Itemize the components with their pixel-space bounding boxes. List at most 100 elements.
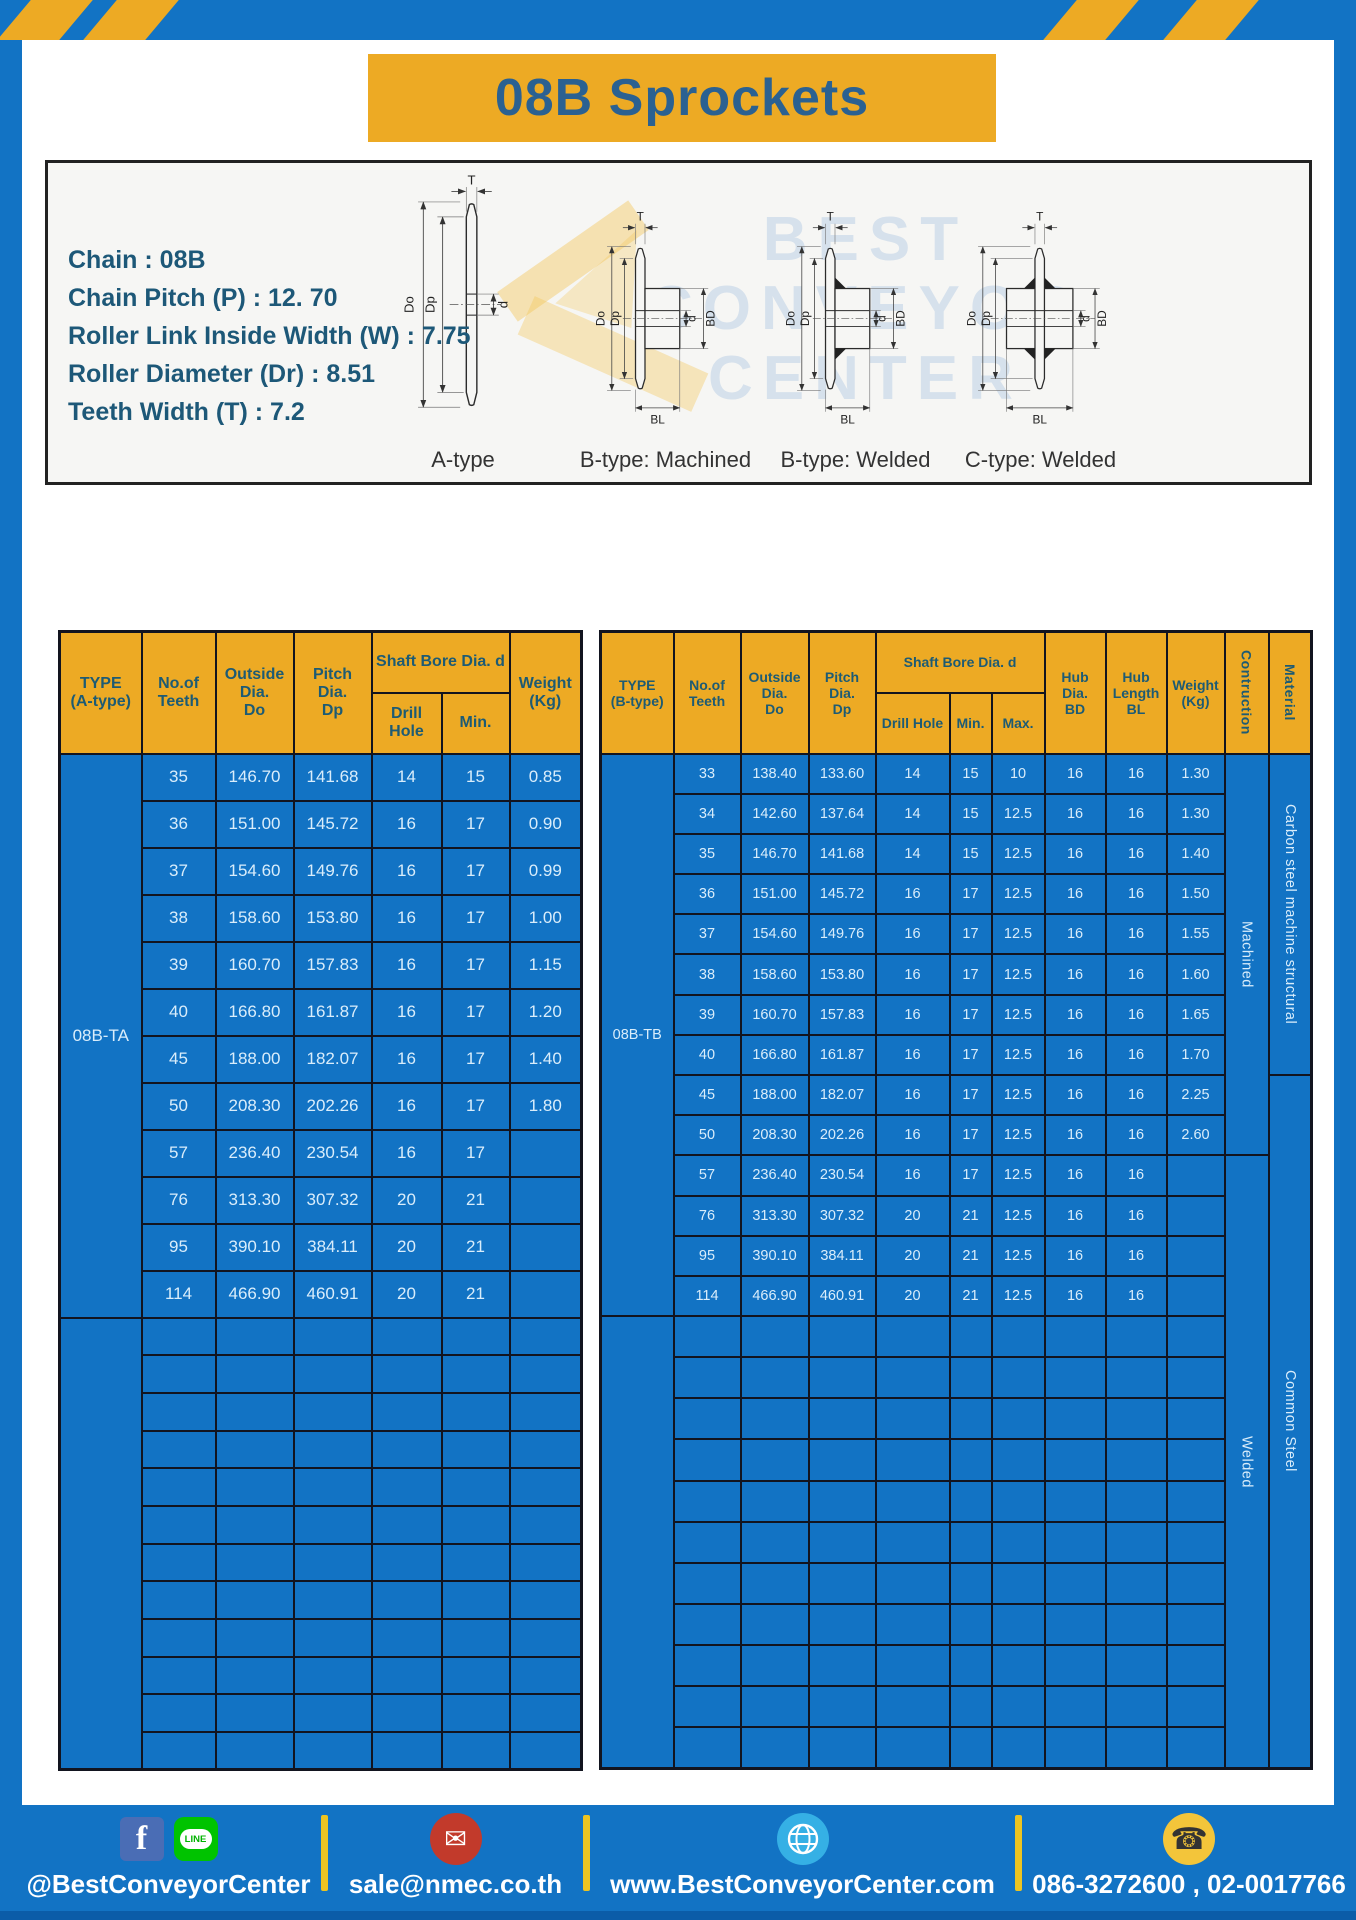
cell-outside-dia <box>214 1618 295 1658</box>
cell-teeth <box>672 1520 742 1564</box>
cell-pitch-dia: 145.72 <box>292 799 373 849</box>
cell-weight <box>508 1269 583 1319</box>
cell-weight: 1.40 <box>508 1034 583 1084</box>
cell-drill-hole: 16 <box>874 1033 951 1077</box>
cell-max: 12.5 <box>990 993 1046 1036</box>
footer-website: www.BestConveyorCenter.com <box>610 1869 995 1899</box>
watermark-line: BEST <box>762 205 969 274</box>
cell-max: 12.5 <box>990 792 1046 835</box>
cell-teeth: 40 <box>672 1033 742 1077</box>
table-row: 36 151.00 145.72 16 17 0.90 <box>60 799 583 849</box>
cell-weight <box>508 1467 583 1507</box>
cell-outside-dia <box>739 1479 810 1523</box>
cell-min: 21 <box>948 1274 993 1318</box>
cell-weight <box>508 1693 583 1734</box>
footer-social-section: f LINE @BestConveyorCenter <box>16 1805 321 1920</box>
cell-teeth: 37 <box>672 913 742 956</box>
cell-min <box>948 1315 993 1359</box>
cell-teeth: 57 <box>140 1128 217 1178</box>
cell-max <box>990 1356 1046 1400</box>
cell-weight: 1.70 <box>1165 1033 1226 1077</box>
weld-fillet <box>1044 277 1056 289</box>
table-row <box>60 1618 583 1658</box>
cell-drill-hole: 16 <box>370 987 443 1037</box>
sprocket-table-b-type: TYPE (B-type) No.of Teeth Outside Dia. D… <box>599 630 1314 1770</box>
cell-pitch-dia <box>807 1520 877 1564</box>
cell-pitch-dia: 153.80 <box>807 953 877 996</box>
cell-pitch-dia: 307.32 <box>292 1175 373 1225</box>
cell-weight <box>1165 1561 1226 1605</box>
cell-drill-hole: 16 <box>370 1081 443 1131</box>
cell-min <box>948 1643 993 1687</box>
cell-weight: 1.65 <box>1165 993 1226 1036</box>
cell-weight <box>508 1175 583 1225</box>
dim-label-bl: BL <box>1033 413 1048 427</box>
cell-weight <box>508 1618 583 1658</box>
cell-teeth: 45 <box>140 1034 217 1084</box>
cell-outside-dia: 158.60 <box>739 953 810 996</box>
cell-pitch-dia: 384.11 <box>292 1222 373 1272</box>
cell-weight: 1.40 <box>1165 832 1226 876</box>
cell-min: 21 <box>440 1269 511 1319</box>
cell-outside-dia <box>214 1467 295 1507</box>
cell-weight: 2.25 <box>1165 1073 1226 1117</box>
cell-teeth <box>140 1693 217 1734</box>
cell-hub-length <box>1104 1561 1168 1605</box>
cell-drill-hole <box>370 1618 443 1658</box>
cell-drill-hole: 14 <box>874 752 951 795</box>
cell-max <box>990 1479 1046 1523</box>
cell-teeth: 95 <box>140 1222 217 1272</box>
sprocket-drawing-a-type: Do Dp T d <box>402 173 511 408</box>
col-header-construction: Contruction <box>1223 630 1270 755</box>
table-row: 35 146.70 141.68 14 15 12.5 16 16 1.40 <box>601 832 1312 876</box>
cell-min: 21 <box>440 1175 511 1225</box>
cell-drill-hole: 16 <box>874 1154 951 1197</box>
cell-min: 17 <box>440 1081 511 1131</box>
cell-outside-dia: 166.80 <box>739 1033 810 1077</box>
phone-icon: ☎ <box>1163 1813 1215 1865</box>
cell-min <box>948 1520 993 1564</box>
cell-weight <box>1165 1154 1226 1197</box>
col-header-type: TYPE (A-type) <box>58 630 143 755</box>
cell-outside-dia: 160.70 <box>214 940 295 990</box>
watermark-line: CENTER <box>707 343 1023 413</box>
cell-hub-length <box>1104 1479 1168 1523</box>
cell-max: 12.5 <box>990 832 1046 876</box>
cell-hub-length: 16 <box>1104 873 1168 916</box>
cell-teeth: 76 <box>140 1175 217 1225</box>
cell-min: 21 <box>440 1222 511 1272</box>
cell-drill-hole: 20 <box>370 1175 443 1225</box>
cell-max: 12.5 <box>990 953 1046 996</box>
weld-fillet <box>1044 348 1056 360</box>
cell-hub-dia <box>1043 1602 1107 1646</box>
cell-min <box>440 1655 511 1696</box>
cell-weight: 1.50 <box>1165 873 1226 916</box>
spec-teeth-width: Teeth Width (T) : 7.2 <box>68 398 305 426</box>
cell-hub-length: 16 <box>1104 1114 1168 1157</box>
dim-label-d: d <box>496 301 511 308</box>
cell-pitch-dia <box>807 1561 877 1605</box>
cell-teeth <box>140 1618 217 1658</box>
cell-hub-dia: 16 <box>1043 1114 1107 1157</box>
cell-min <box>948 1356 993 1400</box>
cell-weight <box>1165 1643 1226 1687</box>
diagram-b-type-welded: Do Dp T d BD BL <box>763 173 948 473</box>
table-row <box>601 1726 1312 1770</box>
table-row <box>601 1561 1312 1605</box>
cell-weight <box>508 1391 583 1432</box>
cell-weight <box>1165 1726 1226 1770</box>
facebook-icon: f <box>119 1817 164 1861</box>
cell-hub-dia <box>1043 1438 1107 1482</box>
cell-weight <box>1165 1315 1226 1359</box>
dim-label-bl: BL <box>841 413 856 427</box>
footer-social-handle: @BestConveyorCenter <box>26 1869 311 1899</box>
dim-label-do: Do <box>786 311 798 327</box>
dim-label-d: d <box>685 315 699 322</box>
cell-teeth <box>140 1316 217 1357</box>
diagram-caption: B-type: Machined <box>579 447 752 472</box>
cell-teeth <box>140 1655 217 1696</box>
cell-weight: 1.80 <box>508 1081 583 1131</box>
cell-max <box>990 1397 1046 1441</box>
cell-outside-dia: 313.30 <box>214 1175 295 1225</box>
cell-outside-dia: 208.30 <box>739 1114 810 1157</box>
